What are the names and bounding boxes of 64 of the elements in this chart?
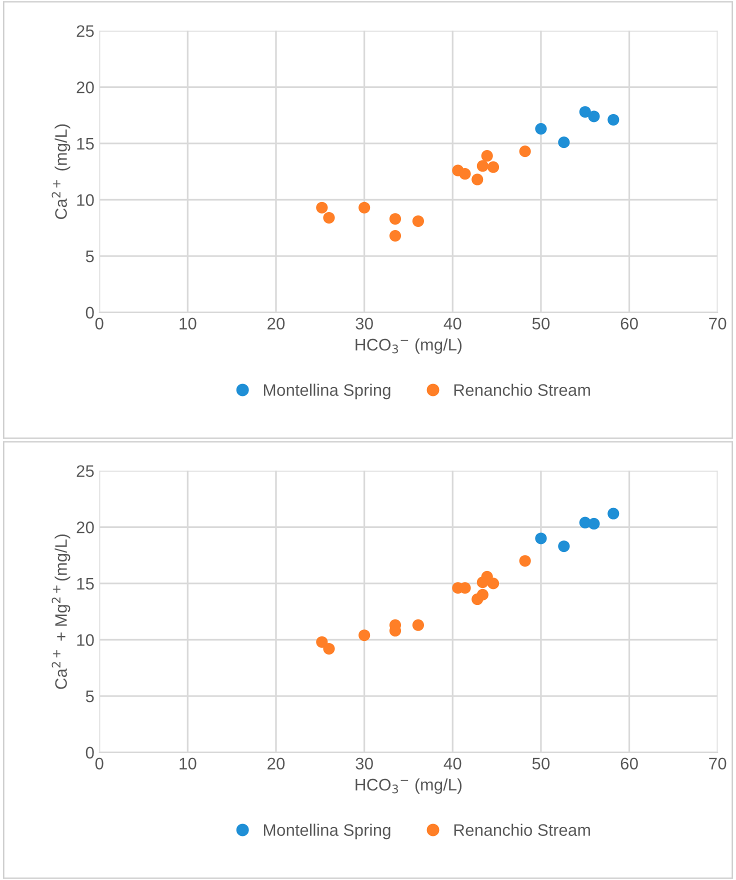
point <box>481 150 493 162</box>
point <box>358 629 370 642</box>
x-tick-label: 10 <box>180 318 196 330</box>
legend-label: Montellina Spring <box>264 384 390 400</box>
legend-label: Renanchio Stream <box>454 824 590 836</box>
x-tick-label: 40 <box>444 318 462 330</box>
point <box>519 146 531 158</box>
x-tick-label: 70 <box>709 758 726 770</box>
point <box>519 555 531 567</box>
point <box>588 518 600 530</box>
point <box>412 215 424 227</box>
point <box>558 136 570 148</box>
point <box>487 161 500 173</box>
y-tick-label: 0 <box>86 306 94 319</box>
y-tick-label: 20 <box>76 522 94 534</box>
point <box>476 588 488 601</box>
x-tick-label: 20 <box>268 318 285 330</box>
x-tick-label: 0 <box>95 758 104 770</box>
point <box>608 114 620 126</box>
y-tick-label: 10 <box>77 634 94 646</box>
y-tick-label: 20 <box>76 82 94 94</box>
point <box>358 202 370 214</box>
x-tick-label: 60 <box>620 318 638 330</box>
x-tick-label: 0 <box>95 318 104 330</box>
point <box>316 202 328 214</box>
point <box>316 636 328 648</box>
x-tick-label: 60 <box>620 758 638 770</box>
y-tick-label: 5 <box>86 690 94 702</box>
x-tick-label: 40 <box>444 758 462 770</box>
point <box>487 578 500 590</box>
x-tick-label: 70 <box>709 318 726 330</box>
point <box>412 619 424 631</box>
point <box>558 540 570 552</box>
x-tick-label: 30 <box>356 758 373 770</box>
point <box>323 642 335 655</box>
y-axis-title: Ca$^{2+}$ + Mg$^{2+}$(mg/L) <box>52 534 70 689</box>
y-tick-label: 15 <box>77 138 94 150</box>
x-tick-label: 10 <box>180 758 196 770</box>
x-axis-title: HCO$_{3}$$^{−}$ (mg/L) <box>356 778 462 794</box>
x-tick-label: 20 <box>268 758 285 770</box>
point <box>588 110 600 122</box>
point <box>472 174 484 186</box>
y-tick-label: 25 <box>76 25 94 38</box>
point <box>608 508 620 520</box>
y-tick-label: 25 <box>76 465 94 478</box>
y-tick-label: 5 <box>86 250 94 262</box>
legend-label: Montellina Spring <box>264 824 390 840</box>
point <box>323 212 335 224</box>
y-tick-label: 15 <box>77 578 94 590</box>
point <box>579 106 591 118</box>
y-axis-title: Ca$^{2+}$ (mg/L) <box>52 124 70 220</box>
x-axis-title: HCO$_{3}$$^{−}$ (mg/L) <box>356 338 462 354</box>
x-tick-label: 30 <box>356 318 373 330</box>
point <box>389 230 402 242</box>
point <box>535 532 547 544</box>
point <box>476 160 488 172</box>
point <box>389 213 402 225</box>
point <box>535 122 547 135</box>
y-tick-label: 10 <box>77 194 94 206</box>
point <box>459 168 471 180</box>
legend-label: Renanchio Stream <box>454 384 590 396</box>
x-tick-label: 50 <box>532 318 550 330</box>
y-tick-label: 0 <box>86 746 94 759</box>
x-tick-label: 50 <box>532 758 550 770</box>
